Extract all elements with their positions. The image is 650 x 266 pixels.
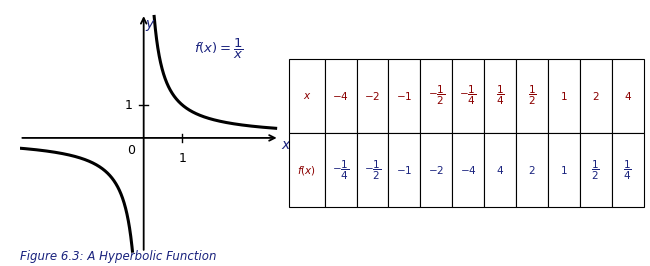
FancyBboxPatch shape (580, 133, 612, 207)
FancyBboxPatch shape (357, 133, 389, 207)
FancyBboxPatch shape (612, 133, 644, 207)
FancyBboxPatch shape (325, 133, 357, 207)
FancyBboxPatch shape (612, 59, 644, 133)
Text: $-\dfrac{1}{4}$: $-\dfrac{1}{4}$ (460, 84, 477, 107)
Text: $\dfrac{1}{4}$: $\dfrac{1}{4}$ (496, 84, 504, 107)
Text: $-4$: $-4$ (332, 90, 349, 102)
Text: $2$: $2$ (592, 90, 599, 102)
Text: $1$: $1$ (178, 152, 187, 165)
FancyBboxPatch shape (580, 59, 612, 133)
Text: $4$: $4$ (623, 90, 632, 102)
Text: $0$: $0$ (127, 144, 136, 157)
Text: $-2$: $-2$ (365, 90, 381, 102)
Text: $x$: $x$ (303, 91, 311, 101)
FancyBboxPatch shape (389, 59, 421, 133)
Text: $-4$: $-4$ (460, 164, 476, 176)
Text: $\dfrac{1}{4}$: $\dfrac{1}{4}$ (623, 159, 632, 182)
FancyBboxPatch shape (516, 59, 548, 133)
FancyBboxPatch shape (389, 133, 421, 207)
Text: $x$: $x$ (281, 138, 292, 152)
FancyBboxPatch shape (548, 133, 580, 207)
Text: $-\dfrac{1}{2}$: $-\dfrac{1}{2}$ (428, 84, 445, 107)
Text: $-1$: $-1$ (396, 164, 413, 176)
FancyBboxPatch shape (325, 59, 357, 133)
Text: $2$: $2$ (528, 164, 536, 176)
FancyBboxPatch shape (357, 59, 389, 133)
FancyBboxPatch shape (452, 59, 484, 133)
FancyBboxPatch shape (516, 133, 548, 207)
FancyBboxPatch shape (289, 59, 325, 133)
FancyBboxPatch shape (484, 133, 516, 207)
Text: $\dfrac{1}{2}$: $\dfrac{1}{2}$ (528, 84, 536, 107)
Text: $-1$: $-1$ (396, 90, 413, 102)
Text: $1$: $1$ (124, 99, 133, 112)
Text: $\dfrac{1}{2}$: $\dfrac{1}{2}$ (592, 159, 600, 182)
Text: $y$: $y$ (146, 18, 156, 33)
Text: Figure 6.3: A Hyperbolic Function: Figure 6.3: A Hyperbolic Function (20, 250, 216, 263)
FancyBboxPatch shape (289, 133, 325, 207)
Text: $1$: $1$ (560, 90, 567, 102)
Text: $-\dfrac{1}{2}$: $-\dfrac{1}{2}$ (364, 159, 381, 182)
Text: $1$: $1$ (560, 164, 567, 176)
FancyBboxPatch shape (421, 133, 452, 207)
FancyBboxPatch shape (452, 133, 484, 207)
FancyBboxPatch shape (421, 59, 452, 133)
Text: $f(x)$: $f(x)$ (298, 164, 317, 177)
FancyBboxPatch shape (484, 59, 516, 133)
Text: $-2$: $-2$ (428, 164, 445, 176)
FancyBboxPatch shape (548, 59, 580, 133)
Text: $-\dfrac{1}{4}$: $-\dfrac{1}{4}$ (332, 159, 349, 182)
Text: $4$: $4$ (496, 164, 504, 176)
Text: $f(x) = \dfrac{1}{x}$: $f(x) = \dfrac{1}{x}$ (194, 37, 244, 61)
